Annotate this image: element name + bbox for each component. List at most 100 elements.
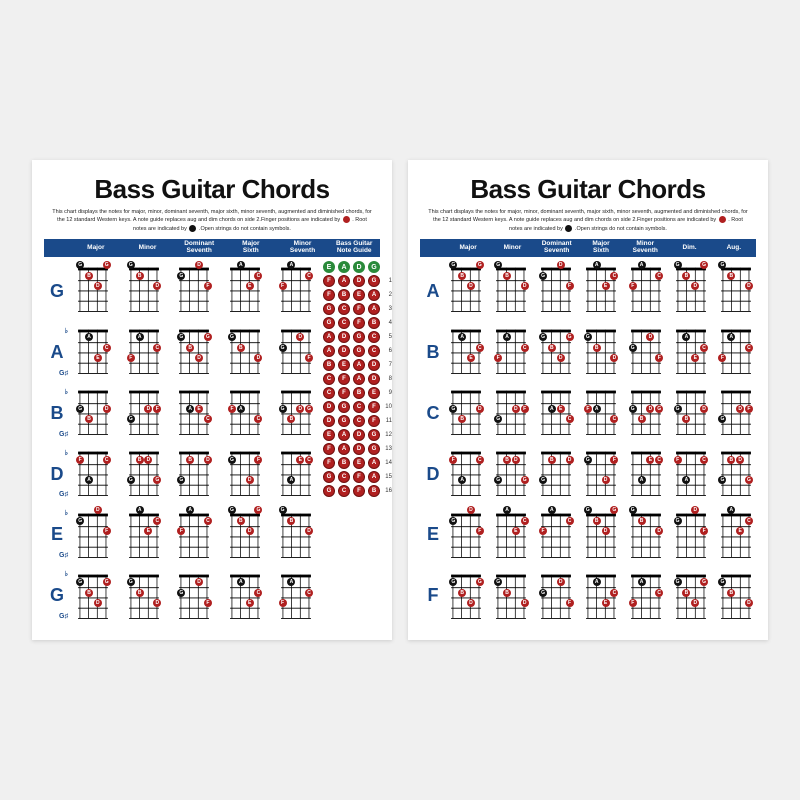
fret-number: 15: [385, 474, 392, 480]
fretboard-note: F: [338, 387, 350, 399]
fret-number: 14: [385, 460, 392, 466]
finger-marker: D: [94, 599, 102, 607]
fretboard-note: B: [323, 359, 335, 371]
finger-marker: F: [279, 599, 287, 607]
fretboard-note: E: [353, 457, 365, 469]
chord-diagram: GBDG: [121, 445, 168, 503]
chord-diagram: GBDG: [581, 506, 622, 564]
chord-diagram: GBDG: [670, 261, 711, 319]
chord-diagram: GDF: [70, 506, 117, 564]
fretboard-note: D: [368, 373, 380, 385]
root-marker: G: [539, 589, 547, 597]
finger-marker: D: [602, 527, 610, 535]
finger-marker: B: [136, 589, 144, 597]
chord-diagram: AEC: [446, 322, 487, 380]
row-key-label: A: [420, 261, 446, 322]
finger-marker: C: [521, 344, 529, 352]
finger-marker: B: [85, 272, 93, 280]
finger-marker: G: [655, 405, 663, 413]
finger-marker: D: [557, 261, 565, 269]
root-marker: A: [548, 405, 556, 413]
grid-right: ABCDEF GBDGGBDGDFAECFACGBDGGBDAECFACGBDG…: [420, 261, 756, 626]
fretboard-note: A: [368, 457, 380, 469]
finger-marker: D: [512, 456, 520, 464]
chord-diagram: GDF: [625, 322, 666, 380]
finger-marker: B: [237, 344, 245, 352]
row-key-label: G♭G♯: [44, 565, 70, 626]
finger-marker: F: [76, 456, 84, 464]
column-header-cell: MajorSixth: [579, 241, 623, 255]
chord-diagram: GBDG: [70, 568, 117, 626]
fretboard-note: B: [338, 289, 350, 301]
chord-diagram: GBD: [446, 384, 487, 442]
row-labels-right: ABCDEF: [420, 261, 446, 626]
fretboard-note: G: [368, 429, 380, 441]
finger-marker: B: [237, 517, 245, 525]
chord-diagram: GBD: [222, 322, 269, 380]
chord-diagram: GDF: [222, 445, 269, 503]
finger-marker: D: [745, 599, 753, 607]
finger-marker: C: [476, 456, 484, 464]
chord-diagram: GBDG: [491, 445, 532, 503]
chord-diagram: GDF: [171, 568, 218, 626]
finger-marker: C: [745, 344, 753, 352]
finger-marker: F: [494, 354, 502, 362]
fretboard-note: E: [368, 387, 380, 399]
chord-diagram: AEC: [222, 261, 269, 319]
finger-marker: F: [127, 354, 135, 362]
fret-number: 3: [389, 306, 392, 312]
open-string-note: G: [368, 261, 380, 273]
finger-marker: C: [476, 344, 484, 352]
column-header-cell: MinorSeventh: [277, 241, 329, 255]
fretboard-note: C: [323, 387, 335, 399]
chord-diagram: FAC: [121, 322, 168, 380]
finger-marker: F: [629, 282, 637, 290]
chord-diagram: GBD: [121, 261, 168, 319]
row-key-label: E♭G♯: [44, 504, 70, 565]
fret-number: 4: [389, 320, 392, 326]
fretboard-note: B: [353, 387, 365, 399]
fretboard-note: G: [323, 471, 335, 483]
chord-diagram: GBDG: [715, 445, 756, 503]
root-marker: G: [279, 344, 287, 352]
fret-number: 12: [385, 432, 392, 438]
fretboard-note: B: [338, 457, 350, 469]
fret-number: 13: [385, 446, 392, 452]
fretboard-note: G: [338, 415, 350, 427]
finger-marker: B: [136, 272, 144, 280]
chord-diagram: GDF: [171, 261, 218, 319]
finger-marker: F: [566, 599, 574, 607]
fretboard-note: E: [338, 359, 350, 371]
fretboard-note: F: [353, 317, 365, 329]
row-key-label: D♭G♯: [44, 444, 70, 505]
chord-diagram: GBDG: [272, 384, 319, 442]
chord-diagram: FAC: [715, 322, 756, 380]
fretboard-note: F: [323, 457, 335, 469]
fretboard-note: D: [338, 331, 350, 343]
fretboard-note: B: [368, 485, 380, 497]
fretboard-note: G: [323, 317, 335, 329]
root-marker: A: [638, 476, 646, 484]
fretboard-note: E: [323, 429, 335, 441]
fretboard-note: G: [323, 303, 335, 315]
finger-marker: D: [736, 456, 744, 464]
finger-dot-legend: [719, 216, 726, 223]
column-header-cell: Bass GuitarNote Guide: [328, 241, 380, 255]
chord-diagram: FAC: [581, 384, 622, 442]
finger-marker: C: [566, 517, 574, 525]
chord-diagram: GBDG: [670, 568, 711, 626]
chord-diagram: GBD: [715, 261, 756, 319]
chord-diagram: GBDG: [222, 506, 269, 564]
finger-marker: B: [503, 589, 511, 597]
chord-diagram: GDF: [446, 506, 487, 564]
fretboard-note: C: [353, 401, 365, 413]
chord-diagram: FAC: [536, 506, 577, 564]
column-header-cell: MinorSeventh: [623, 241, 667, 255]
finger-marker: G: [103, 261, 111, 269]
finger-marker: E: [246, 599, 254, 607]
finger-marker: B: [85, 589, 93, 597]
finger-marker: F: [204, 599, 212, 607]
column-header-cell: Major: [70, 245, 122, 252]
chord-diagram: AEC: [715, 506, 756, 564]
finger-marker: D: [195, 354, 203, 362]
